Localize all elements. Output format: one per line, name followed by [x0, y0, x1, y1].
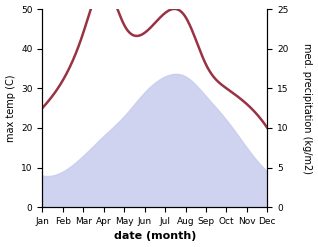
- X-axis label: date (month): date (month): [114, 231, 196, 242]
- Y-axis label: max temp (C): max temp (C): [5, 74, 16, 142]
- Y-axis label: med. precipitation (kg/m2): med. precipitation (kg/m2): [302, 43, 313, 174]
